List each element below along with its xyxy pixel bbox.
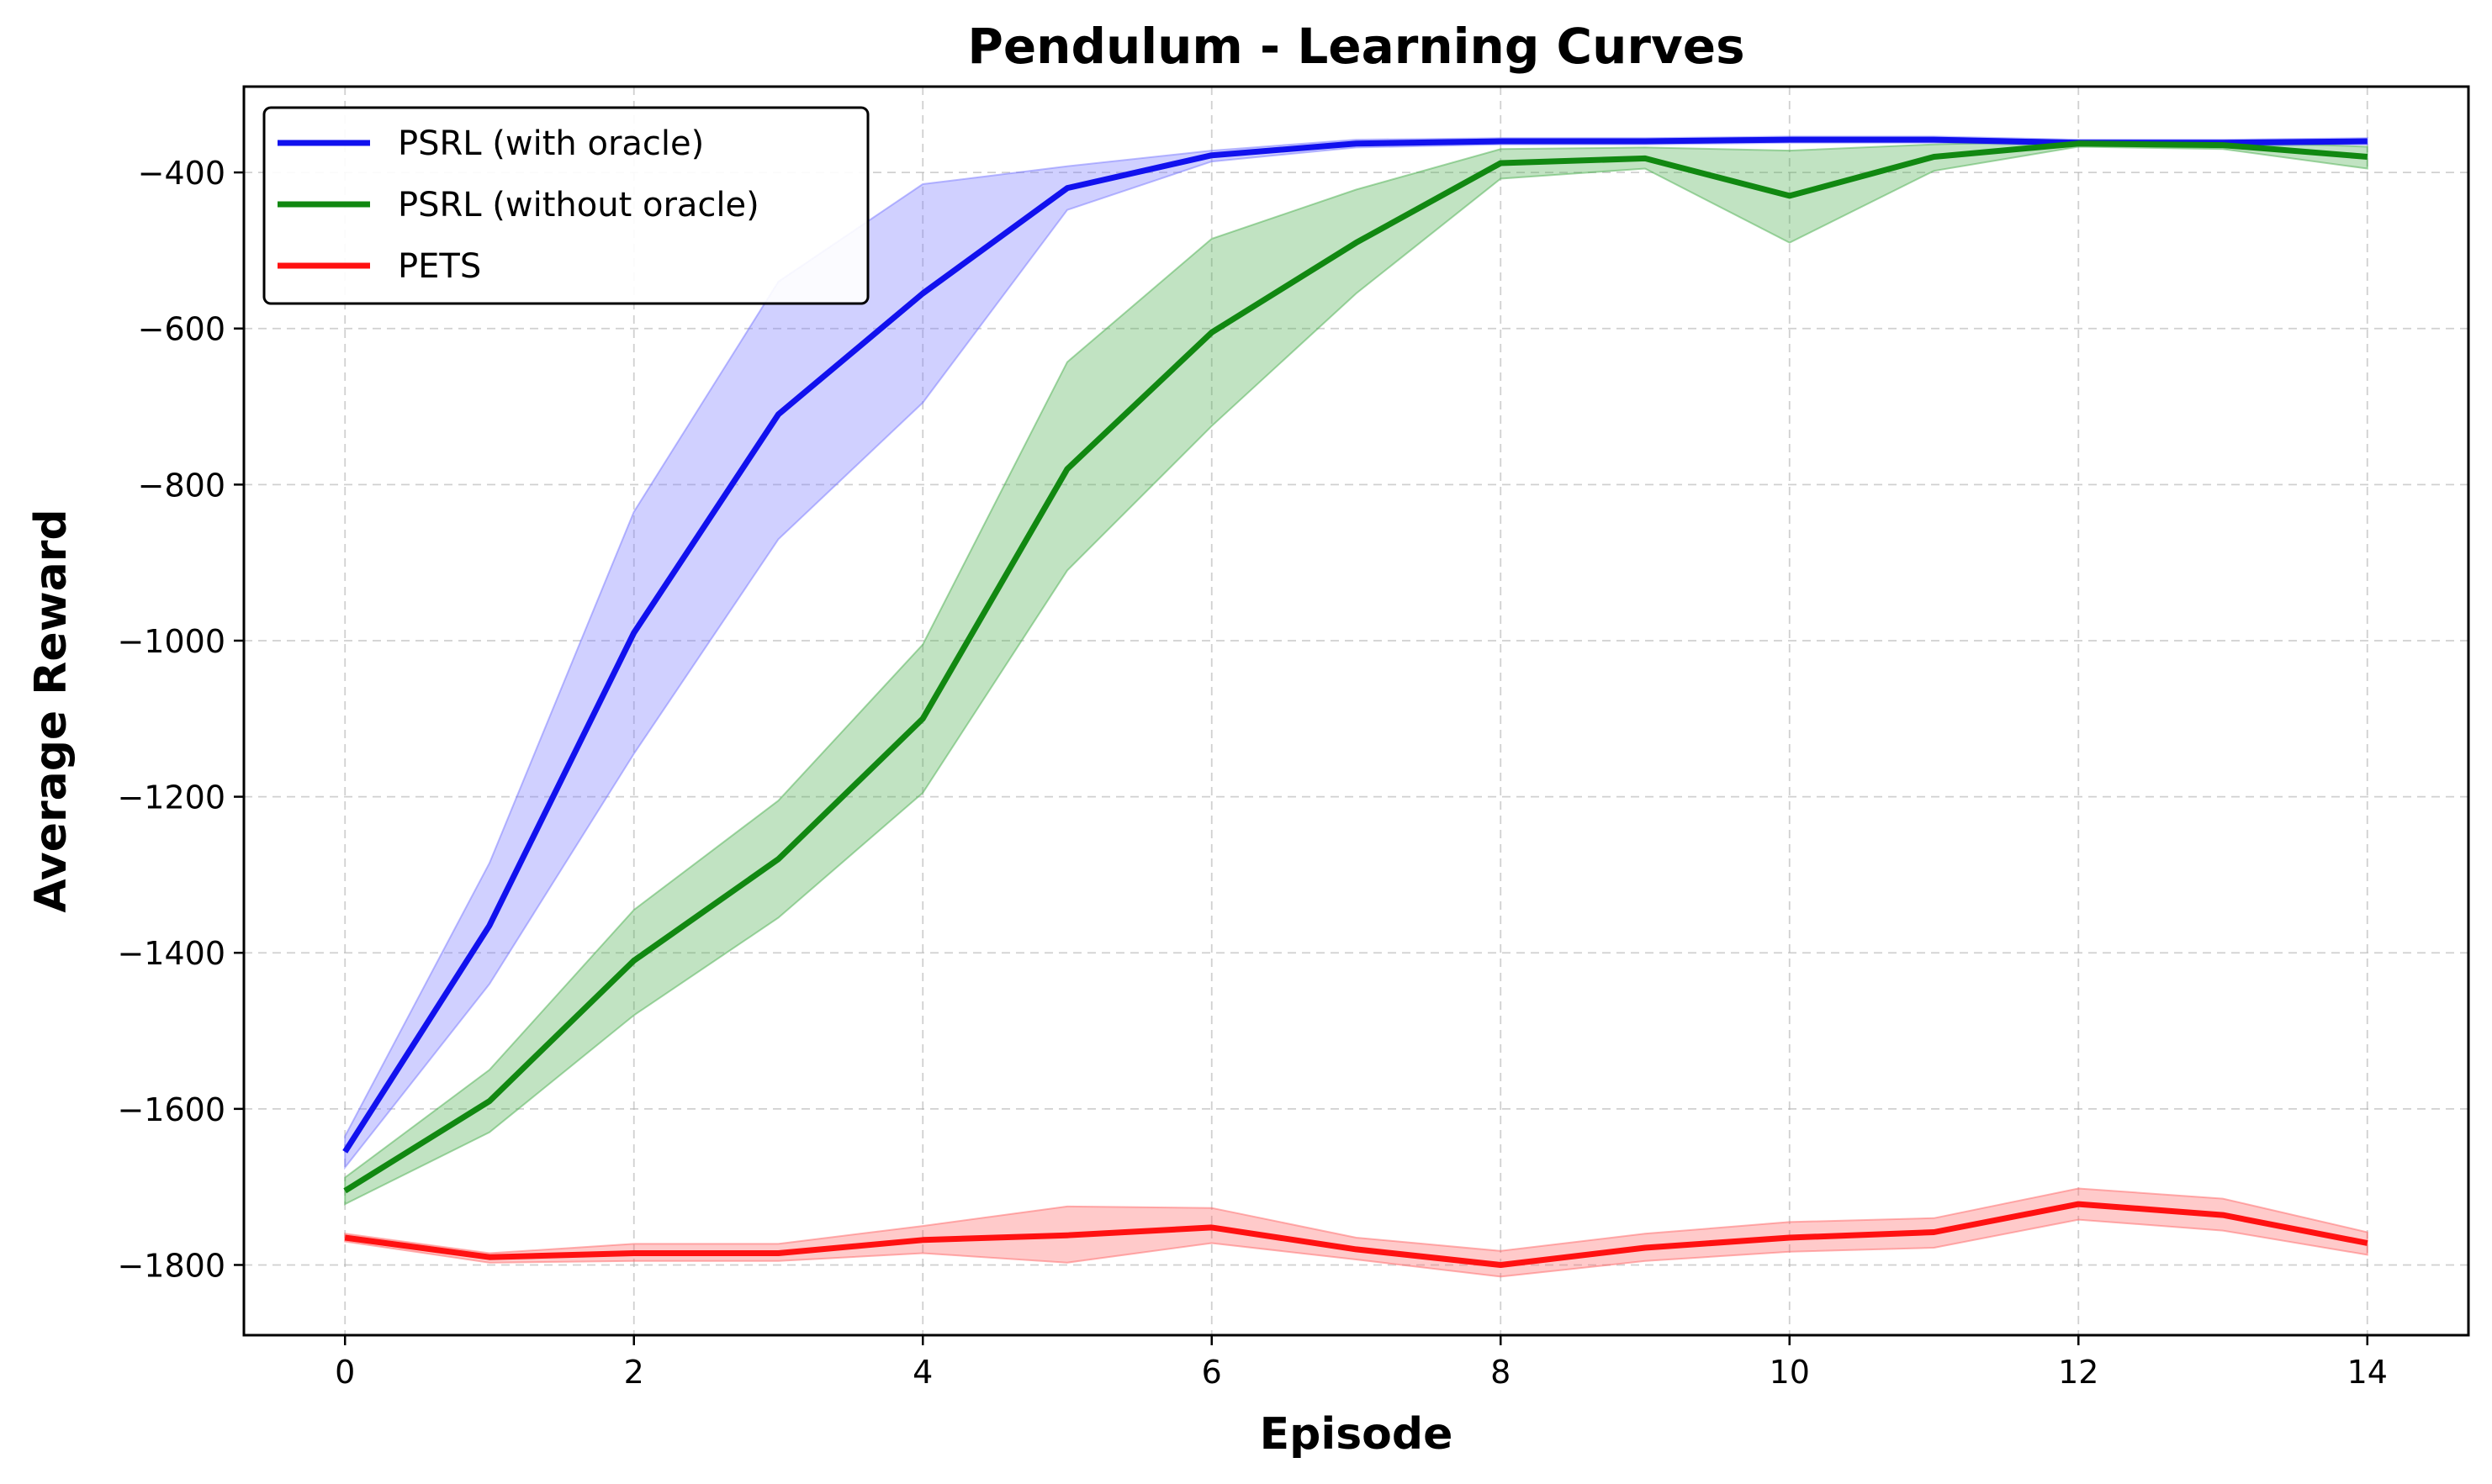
- x-tick-label: 14: [2347, 1354, 2388, 1391]
- series-lines: [342, 136, 2368, 1268]
- axis-ticks: 0 2 4 6 8 10 12 14 −1800 −1600 −1400 −1200 −1000 −800…: [117, 155, 2387, 1391]
- y-tick-label: −1800: [117, 1247, 225, 1284]
- y-tick-label: −800: [138, 467, 225, 504]
- confidence-band-2: [344, 1187, 2368, 1278]
- legend-box: [262, 106, 870, 305]
- legend-label-2: PETS: [398, 247, 481, 286]
- legend-label-0: PSRL (with oracle): [398, 124, 704, 163]
- series-line-1: [343, 140, 2368, 1194]
- x-tick-label: 6: [1202, 1354, 1222, 1391]
- confidence-band-0: [344, 135, 2368, 1170]
- x-tick-label: 10: [1770, 1354, 1810, 1391]
- legend: PSRL (with oracle) PSRL (without oracle) P…: [262, 106, 870, 305]
- x-axis-label: Episode: [1260, 1409, 1453, 1460]
- x-tick-label: 2: [624, 1354, 644, 1391]
- confidence-band-1: [344, 139, 2368, 1206]
- y-tick-label: −1400: [117, 935, 225, 972]
- chart-title: Pendulum - Learning Curves: [967, 18, 1744, 75]
- y-tick-label: −400: [138, 155, 225, 192]
- y-tick-label: −600: [138, 311, 225, 348]
- plot-frame: [242, 85, 2470, 1337]
- x-tick-label: 12: [2058, 1354, 2098, 1391]
- x-tick-label: 8: [1490, 1354, 1511, 1391]
- y-tick-label: −1200: [117, 779, 225, 816]
- x-tick-label: 4: [913, 1354, 933, 1391]
- y-tick-label: −1600: [117, 1091, 225, 1128]
- confidence-bands: [344, 135, 2368, 1278]
- x-tick-label: 0: [335, 1354, 355, 1391]
- series-line-0: [342, 136, 2368, 1154]
- series-line-2: [344, 1201, 2368, 1268]
- y-axis-label: Average Reward: [26, 509, 77, 912]
- y-tick-label: −1000: [117, 623, 225, 660]
- legend-label-1: PSRL (without oracle): [398, 186, 759, 224]
